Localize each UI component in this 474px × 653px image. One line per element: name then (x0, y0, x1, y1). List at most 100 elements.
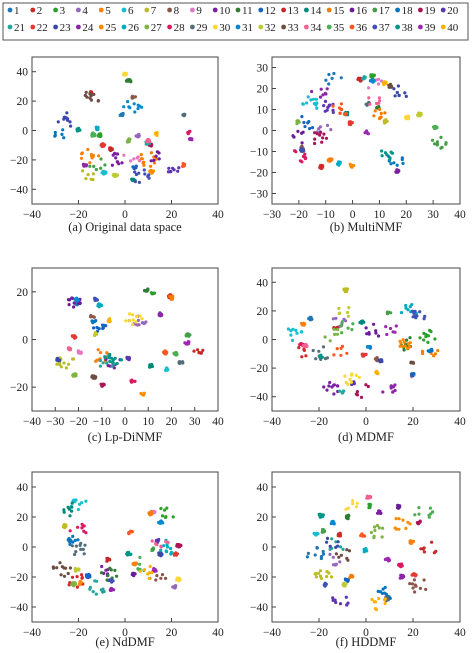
scatter-point (111, 360, 115, 364)
scatter-point (88, 92, 92, 96)
scatter-point (110, 588, 114, 592)
scatter-point (88, 96, 92, 100)
legend-marker (440, 7, 446, 13)
scatter-point (286, 327, 290, 331)
scatter-point (404, 303, 408, 308)
scatter-point (84, 90, 88, 94)
scatter-point (305, 555, 309, 559)
scatter-point (418, 336, 422, 340)
legend-marker (144, 7, 150, 13)
scatter-point (392, 87, 396, 91)
scatter-point (414, 573, 418, 577)
scatter-point (424, 587, 428, 592)
legend-marker (30, 24, 36, 30)
scatter-point (101, 326, 105, 330)
scatter-point (108, 566, 112, 570)
scatter-point (58, 561, 62, 565)
legend-item: 30 (212, 22, 231, 34)
legend-marker (76, 7, 81, 13)
scatter-point (395, 90, 399, 95)
scatter-point (81, 547, 85, 552)
legend-item: 32 (258, 22, 276, 34)
scatter-point (85, 95, 89, 99)
scatter-point (68, 566, 72, 570)
scatter-point (359, 320, 363, 324)
scatter-point (403, 344, 407, 348)
scatter-point (310, 89, 314, 94)
scatter-point (80, 573, 84, 577)
scatter-point (154, 154, 158, 158)
legend-item: 40 (440, 22, 459, 34)
scatter-point (381, 390, 385, 394)
legend-label: 28 (174, 22, 186, 34)
scatter-point (411, 315, 415, 319)
scatter-point (405, 338, 409, 342)
scatter-point (128, 312, 132, 316)
scatter-point (70, 505, 74, 509)
scatter-point (152, 161, 156, 165)
scatter-point (348, 377, 352, 382)
scatter-point (86, 147, 90, 152)
scatter-point (137, 104, 141, 108)
scatter-point (325, 123, 330, 127)
legend-marker (304, 24, 309, 30)
scatter-point (301, 322, 306, 326)
scatter-point (355, 393, 360, 397)
y-tick-label: 10 (257, 105, 269, 117)
legend-label: 21 (14, 22, 25, 34)
scatter-point (303, 125, 307, 129)
scatter-point (56, 120, 60, 124)
scatter-point (367, 86, 371, 90)
scatter-point (81, 169, 85, 173)
scatter-point (67, 303, 71, 307)
scatter-point (131, 313, 135, 317)
x-tick-label: −40 (263, 627, 281, 639)
scatter-point (133, 110, 137, 114)
scatter-point (109, 578, 114, 582)
scatter-point (315, 545, 319, 550)
scatter-point (379, 115, 383, 119)
scatter-point (107, 578, 111, 582)
scatter-panel: −40 −20 0 20 40 40 20 0 −20 −40 (a) Original data … (10, 56, 224, 234)
scatter-point (292, 135, 296, 139)
scatter-point (138, 555, 142, 560)
scatter-point (340, 391, 345, 395)
scatter-point (339, 102, 343, 106)
scatter-point (70, 296, 74, 300)
scatter-point (350, 373, 354, 377)
scatter-point (106, 319, 110, 324)
scatter-point (103, 143, 107, 147)
scatter-point (325, 570, 329, 574)
scatter-point (366, 495, 370, 499)
scatter-point (126, 550, 131, 555)
scatter-point (299, 330, 304, 334)
axes-frame (31, 471, 219, 623)
scatter-point (390, 151, 394, 155)
scatter-point (125, 140, 129, 144)
scatter-point (328, 552, 332, 557)
scatter-point (68, 529, 72, 533)
scatter-point (302, 344, 306, 348)
scatter-point (84, 164, 88, 168)
x-tick-label: 20 (401, 209, 413, 221)
scatter-panel: −40 −20 0 20 40 40 20 0 −20 −40 (e) NdDMF (10, 471, 224, 649)
scatter-point (132, 157, 136, 161)
scatter-point (301, 102, 305, 106)
scatter-point (155, 133, 159, 137)
scatter-point (402, 340, 406, 344)
scatter-point (91, 172, 95, 176)
scatter-point (148, 363, 152, 367)
scatter-point (347, 549, 352, 553)
scatter-point (155, 131, 159, 135)
scatter-point (55, 566, 59, 570)
scatter-point (423, 314, 427, 318)
scatter-point (402, 348, 406, 352)
scatter-point (346, 516, 350, 520)
scatter-point (181, 113, 185, 117)
legend-label: 38 (402, 22, 414, 34)
scatter-point (158, 314, 162, 318)
scatter-point (373, 525, 377, 529)
scatter-point (393, 383, 397, 387)
x-tick-label: −30 (46, 416, 64, 428)
scatter-point (101, 590, 105, 594)
